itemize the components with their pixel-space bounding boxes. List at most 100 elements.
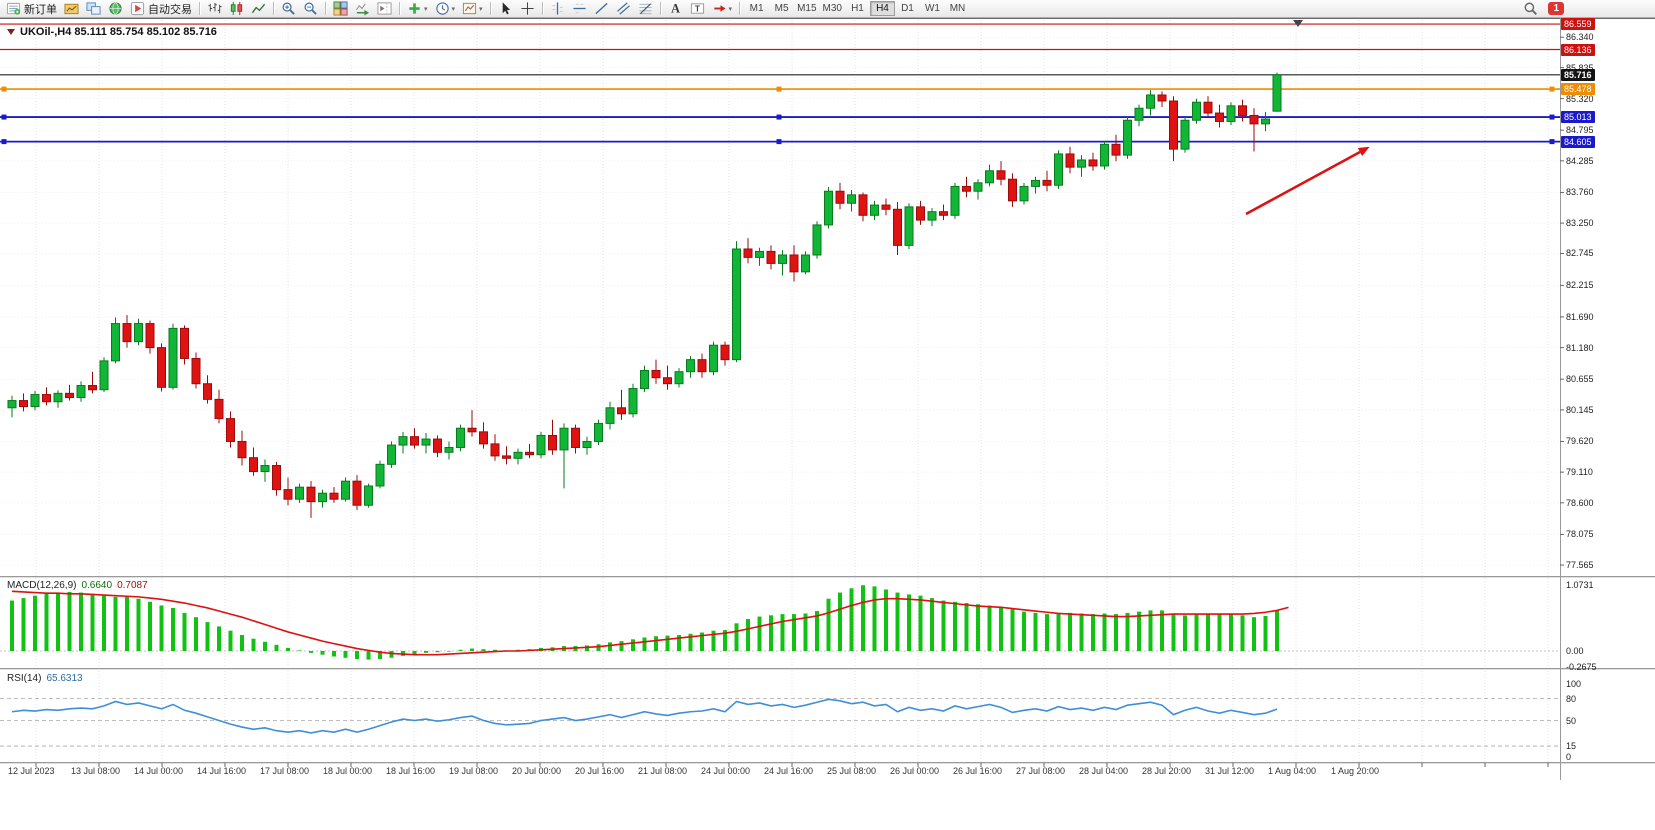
vertical-line-icon	[551, 2, 563, 15]
trendline-icon	[594, 2, 608, 15]
timeframe-m1-button[interactable]: M1	[744, 1, 769, 16]
search-button[interactable]	[1520, 1, 1541, 17]
new-order-label: 新订单	[24, 3, 57, 16]
rsi-value: 65.6313	[46, 673, 83, 684]
timeframe-h4-button[interactable]: H4	[869, 1, 895, 16]
zoom-out-button[interactable]	[300, 1, 321, 17]
symbol-marker-icon	[7, 29, 15, 35]
chevron-down-icon: ▾	[728, 5, 733, 13]
price-tick-label: 79.110	[1566, 467, 1593, 478]
auto-trading-button[interactable]: 自动交易	[127, 1, 195, 17]
fibonacci-button[interactable]	[635, 1, 656, 17]
price-chart-canvas[interactable]	[0, 18, 1655, 830]
rsi-label: RSI(14) 65.6313	[7, 673, 83, 684]
price-tick-label: 80.145	[1566, 404, 1594, 415]
macd-axis-label: -0.2675	[1566, 662, 1597, 673]
chevron-down-icon: ▾	[479, 5, 483, 13]
price-tick-label: 84.285	[1566, 155, 1594, 166]
timeframe-mn-button[interactable]: MN	[945, 1, 970, 16]
toolbar-separator	[399, 2, 400, 15]
new-order-button[interactable]: 新订单	[3, 1, 60, 17]
line-chart-button[interactable]	[248, 1, 269, 17]
time-label: 17 Jul 08:00	[260, 766, 310, 776]
text-icon: A	[671, 2, 680, 16]
candlestick-chart-button[interactable]	[226, 1, 247, 17]
rsi-name: RSI(14)	[7, 673, 42, 684]
price-tick-label: 78.600	[1566, 497, 1594, 508]
auto-trading-icon	[130, 1, 145, 16]
toolbar-separator	[199, 2, 200, 15]
chart-shift-marker[interactable]	[1293, 20, 1303, 27]
rsi-axis-label: 15	[1566, 741, 1577, 752]
panel-borders	[0, 18, 1655, 780]
rsi-layer	[0, 698, 1560, 747]
timeframe-toolbar: M1 M5 M15 M30 H1 H4 D1 W1 MN	[744, 1, 970, 16]
refresh-button[interactable]	[105, 1, 126, 17]
annotation-arrow[interactable]	[1245, 146, 1370, 216]
timeframe-w1-button[interactable]: W1	[920, 1, 945, 16]
trendline-button[interactable]	[591, 1, 612, 17]
zoom-in-icon	[282, 2, 295, 15]
toolbar-separator	[325, 2, 326, 15]
auto-scroll-button[interactable]	[352, 1, 373, 17]
price-tick-label: 80.655	[1566, 374, 1594, 385]
price-tick-label: 77.565	[1566, 560, 1594, 571]
svg-text:A: A	[671, 2, 680, 16]
price-tick-label: 83.250	[1566, 218, 1594, 229]
profile-chart-icon	[64, 3, 79, 15]
periods-button[interactable]: ▾	[432, 1, 459, 17]
time-label: 18 Jul 00:00	[323, 766, 373, 776]
timeframe-m15-button[interactable]: M15	[794, 1, 819, 16]
search-icon	[1524, 2, 1538, 15]
time-label: 14 Jul 16:00	[197, 766, 247, 776]
crosshair-button[interactable]	[517, 1, 538, 17]
horizontal-lines-layer[interactable]	[0, 23, 1560, 145]
price-tick-label: 84.795	[1566, 125, 1594, 136]
chart-window: 86.340 85.835 85.320 84.795 84.285 83.760 83.2…	[0, 18, 1655, 830]
templates-button[interactable]: ▾	[459, 1, 486, 17]
timeframe-m30-button[interactable]: M30	[820, 1, 845, 16]
price-tick-label: 79.620	[1566, 436, 1594, 447]
timeframe-m5-button[interactable]: M5	[769, 1, 794, 16]
cursor-button[interactable]	[495, 1, 516, 17]
notification-badge[interactable]: 1	[1548, 2, 1564, 15]
timeframe-h1-button[interactable]: H1	[845, 1, 870, 16]
timeframe-d1-button[interactable]: D1	[895, 1, 920, 16]
price-tick-label: 85.835	[1566, 62, 1594, 73]
time-label: 20 Jul 16:00	[575, 766, 625, 776]
time-label: 27 Jul 08:00	[1016, 766, 1066, 776]
text-button[interactable]: A	[665, 1, 686, 17]
bar-chart-icon	[208, 2, 222, 14]
macd-layer	[0, 585, 1560, 660]
price-tick-label: 82.745	[1566, 248, 1594, 259]
auto-scroll-icon	[356, 3, 370, 16]
time-label: 13 Jul 08:00	[71, 766, 121, 776]
profile-button[interactable]	[61, 1, 82, 17]
vertical-line-button[interactable]	[547, 1, 568, 17]
macd-axis-label: 1.0731	[1566, 580, 1594, 590]
time-label: 12 Jul 2023	[8, 766, 55, 776]
channel-button[interactable]	[613, 1, 634, 17]
add-indicator-icon	[409, 3, 420, 14]
rsi-axis-label: 100	[1566, 679, 1582, 689]
toolbar-separator	[739, 2, 741, 15]
window-layout-button[interactable]	[83, 1, 104, 17]
tile-windows-button[interactable]	[330, 1, 351, 17]
text-label-button[interactable]: T	[687, 1, 708, 17]
horizontal-line-button[interactable]	[569, 1, 590, 17]
candlestick-icon	[230, 1, 243, 16]
arrows-button[interactable]: ▾	[709, 1, 736, 17]
chart-shift-button[interactable]	[374, 1, 395, 17]
time-label: 24 Jul 16:00	[764, 766, 814, 776]
text-label-icon: T	[690, 3, 704, 14]
current-price-badge: 85.716	[1561, 68, 1595, 81]
new-order-icon	[6, 2, 21, 15]
horizontal-line-icon	[572, 3, 586, 14]
globe-icon	[109, 2, 122, 15]
indicators-button[interactable]: ▾	[404, 1, 431, 17]
time-label: 1 Aug 20:00	[1331, 766, 1380, 776]
zoom-in-button[interactable]	[278, 1, 299, 17]
price-tick-label: 82.215	[1566, 280, 1594, 291]
bar-chart-button[interactable]	[204, 1, 225, 17]
toolbar-right-cluster: 1	[1520, 1, 1564, 17]
